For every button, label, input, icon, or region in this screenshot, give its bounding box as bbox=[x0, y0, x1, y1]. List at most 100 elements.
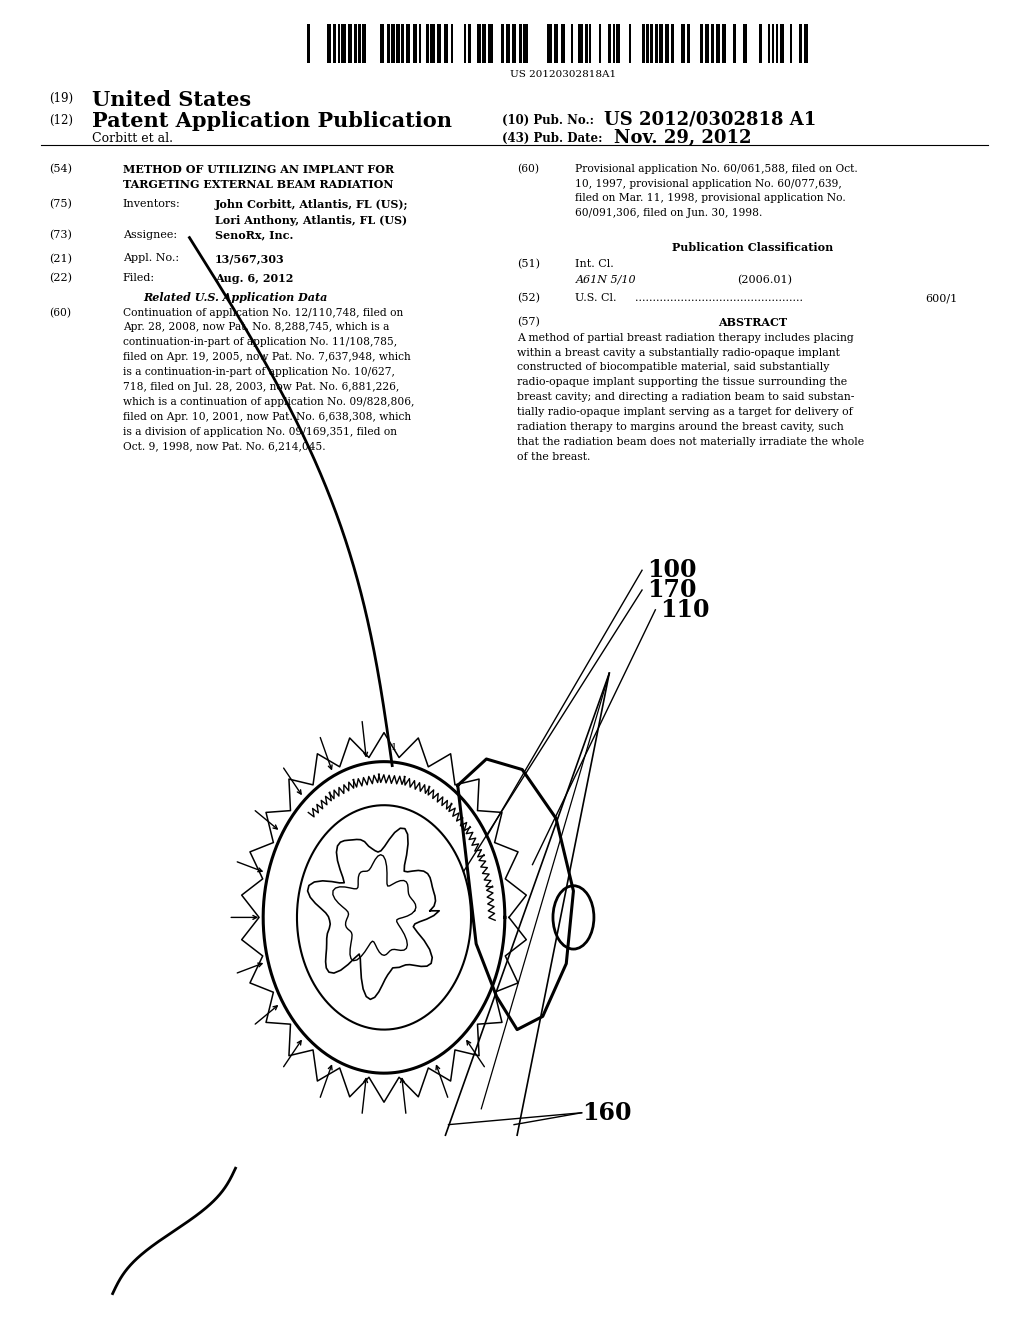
Text: radio-opaque implant supporting the tissue surrounding the: radio-opaque implant supporting the tiss… bbox=[517, 378, 847, 387]
Bar bbox=[354, 24, 356, 63]
Bar bbox=[358, 24, 360, 63]
Text: Int. Cl.: Int. Cl. bbox=[575, 259, 614, 269]
Text: Lori Anthony, Atlantis, FL (US): Lori Anthony, Atlantis, FL (US) bbox=[215, 214, 408, 226]
Bar bbox=[659, 24, 663, 63]
Text: A method of partial breast radiation therapy includes placing: A method of partial breast radiation the… bbox=[517, 333, 854, 343]
Bar bbox=[722, 24, 726, 63]
Text: (19): (19) bbox=[49, 92, 74, 106]
Text: U.S. Cl.: U.S. Cl. bbox=[575, 293, 617, 304]
Text: A61N 5/10: A61N 5/10 bbox=[575, 275, 636, 285]
Bar bbox=[759, 24, 762, 63]
Text: 170: 170 bbox=[647, 578, 696, 602]
Bar bbox=[711, 24, 714, 63]
Text: Assignee:: Assignee: bbox=[123, 230, 177, 240]
Bar bbox=[482, 24, 486, 63]
Text: (22): (22) bbox=[49, 273, 72, 284]
Bar bbox=[430, 24, 434, 63]
Bar bbox=[599, 24, 601, 63]
Bar bbox=[413, 24, 417, 63]
Text: (21): (21) bbox=[49, 253, 72, 264]
Bar bbox=[570, 24, 572, 63]
Text: ABSTRACT: ABSTRACT bbox=[718, 317, 787, 327]
Text: United States: United States bbox=[92, 90, 251, 110]
Text: Apr. 28, 2008, now Pat. No. 8,288,745, which is a: Apr. 28, 2008, now Pat. No. 8,288,745, w… bbox=[123, 322, 389, 333]
Text: Patent Application Publication: Patent Application Publication bbox=[92, 111, 453, 131]
Bar bbox=[307, 24, 310, 63]
Text: 100: 100 bbox=[647, 558, 696, 582]
Text: (60): (60) bbox=[517, 164, 540, 174]
Text: (75): (75) bbox=[49, 199, 72, 210]
Bar bbox=[338, 24, 340, 63]
Bar bbox=[772, 24, 774, 63]
Text: (10) Pub. No.:: (10) Pub. No.: bbox=[502, 114, 594, 127]
Text: 1: 1 bbox=[391, 743, 397, 752]
Bar bbox=[547, 24, 552, 63]
Bar bbox=[671, 24, 674, 63]
Text: Corbitt et al.: Corbitt et al. bbox=[92, 132, 173, 145]
Bar bbox=[523, 24, 527, 63]
Bar bbox=[488, 24, 493, 63]
Bar bbox=[716, 24, 720, 63]
Text: constructed of biocompatible material, said substantially: constructed of biocompatible material, s… bbox=[517, 363, 829, 372]
Text: John Corbitt, Atlantis, FL (US);: John Corbitt, Atlantis, FL (US); bbox=[215, 199, 409, 210]
Bar bbox=[681, 24, 685, 63]
Text: US 20120302818A1: US 20120302818A1 bbox=[510, 70, 616, 79]
Text: 60/091,306, filed on Jun. 30, 1998.: 60/091,306, filed on Jun. 30, 1998. bbox=[575, 209, 763, 218]
Bar bbox=[768, 24, 770, 63]
Bar bbox=[401, 24, 404, 63]
Text: 160: 160 bbox=[582, 1101, 631, 1125]
Text: (51): (51) bbox=[517, 259, 540, 269]
Bar bbox=[362, 24, 367, 63]
Bar bbox=[387, 24, 389, 63]
Bar bbox=[776, 24, 778, 63]
Bar bbox=[328, 24, 331, 63]
Bar bbox=[650, 24, 653, 63]
Text: METHOD OF UTILIZING AN IMPLANT FOR: METHOD OF UTILIZING AN IMPLANT FOR bbox=[123, 164, 394, 174]
Bar bbox=[477, 24, 480, 63]
Bar bbox=[443, 24, 449, 63]
Text: of the breast.: of the breast. bbox=[517, 451, 591, 462]
Bar bbox=[341, 24, 346, 63]
Bar bbox=[348, 24, 352, 63]
Bar bbox=[586, 24, 588, 63]
Text: is a continuation-in-part of application No. 10/627,: is a continuation-in-part of application… bbox=[123, 367, 395, 378]
Bar bbox=[465, 24, 467, 63]
Text: (2006.01): (2006.01) bbox=[737, 275, 793, 285]
Bar bbox=[468, 24, 471, 63]
Text: (43) Pub. Date:: (43) Pub. Date: bbox=[502, 132, 602, 145]
Bar bbox=[655, 24, 657, 63]
Bar bbox=[700, 24, 703, 63]
Text: filed on Apr. 10, 2001, now Pat. No. 6,638,308, which: filed on Apr. 10, 2001, now Pat. No. 6,6… bbox=[123, 412, 411, 421]
Text: is a division of application No. 09/169,351, filed on: is a division of application No. 09/169,… bbox=[123, 426, 397, 437]
Bar bbox=[579, 24, 583, 63]
Text: Aug. 6, 2012: Aug. 6, 2012 bbox=[215, 273, 294, 284]
Text: (57): (57) bbox=[517, 317, 540, 327]
Text: tially radio-opaque implant serving as a target for delivery of: tially radio-opaque implant serving as a… bbox=[517, 407, 853, 417]
Bar bbox=[426, 24, 429, 63]
Bar bbox=[687, 24, 690, 63]
Bar bbox=[519, 24, 521, 63]
Text: 110: 110 bbox=[660, 598, 710, 622]
Text: radiation therapy to margins around the breast cavity, such: radiation therapy to margins around the … bbox=[517, 422, 844, 432]
Bar bbox=[642, 24, 644, 63]
Bar bbox=[506, 24, 510, 63]
Text: 13/567,303: 13/567,303 bbox=[215, 253, 285, 264]
Text: (52): (52) bbox=[517, 293, 540, 304]
Text: 718, filed on Jul. 28, 2003, now Pat. No. 6,881,226,: 718, filed on Jul. 28, 2003, now Pat. No… bbox=[123, 381, 399, 392]
Bar bbox=[646, 24, 648, 63]
Bar bbox=[334, 24, 337, 63]
Text: (60): (60) bbox=[49, 308, 72, 318]
Text: SenoRx, Inc.: SenoRx, Inc. bbox=[215, 230, 294, 240]
Text: Oct. 9, 1998, now Pat. No. 6,214,045.: Oct. 9, 1998, now Pat. No. 6,214,045. bbox=[123, 441, 326, 451]
Bar bbox=[706, 24, 709, 63]
Bar bbox=[419, 24, 422, 63]
Text: Appl. No.:: Appl. No.: bbox=[123, 253, 179, 264]
Text: breast cavity; and directing a radiation beam to said substan-: breast cavity; and directing a radiation… bbox=[517, 392, 854, 403]
Text: filed on Mar. 11, 1998, provisional application No.: filed on Mar. 11, 1998, provisional appl… bbox=[575, 194, 846, 203]
Text: ................................................: ........................................… bbox=[635, 293, 803, 304]
Text: US 2012/0302818 A1: US 2012/0302818 A1 bbox=[604, 111, 816, 129]
Text: Continuation of application No. 12/110,748, filed on: Continuation of application No. 12/110,7… bbox=[123, 308, 403, 318]
Bar bbox=[380, 24, 384, 63]
Bar bbox=[589, 24, 592, 63]
Text: 10, 1997, provisional application No. 60/077,639,: 10, 1997, provisional application No. 60… bbox=[575, 178, 842, 189]
